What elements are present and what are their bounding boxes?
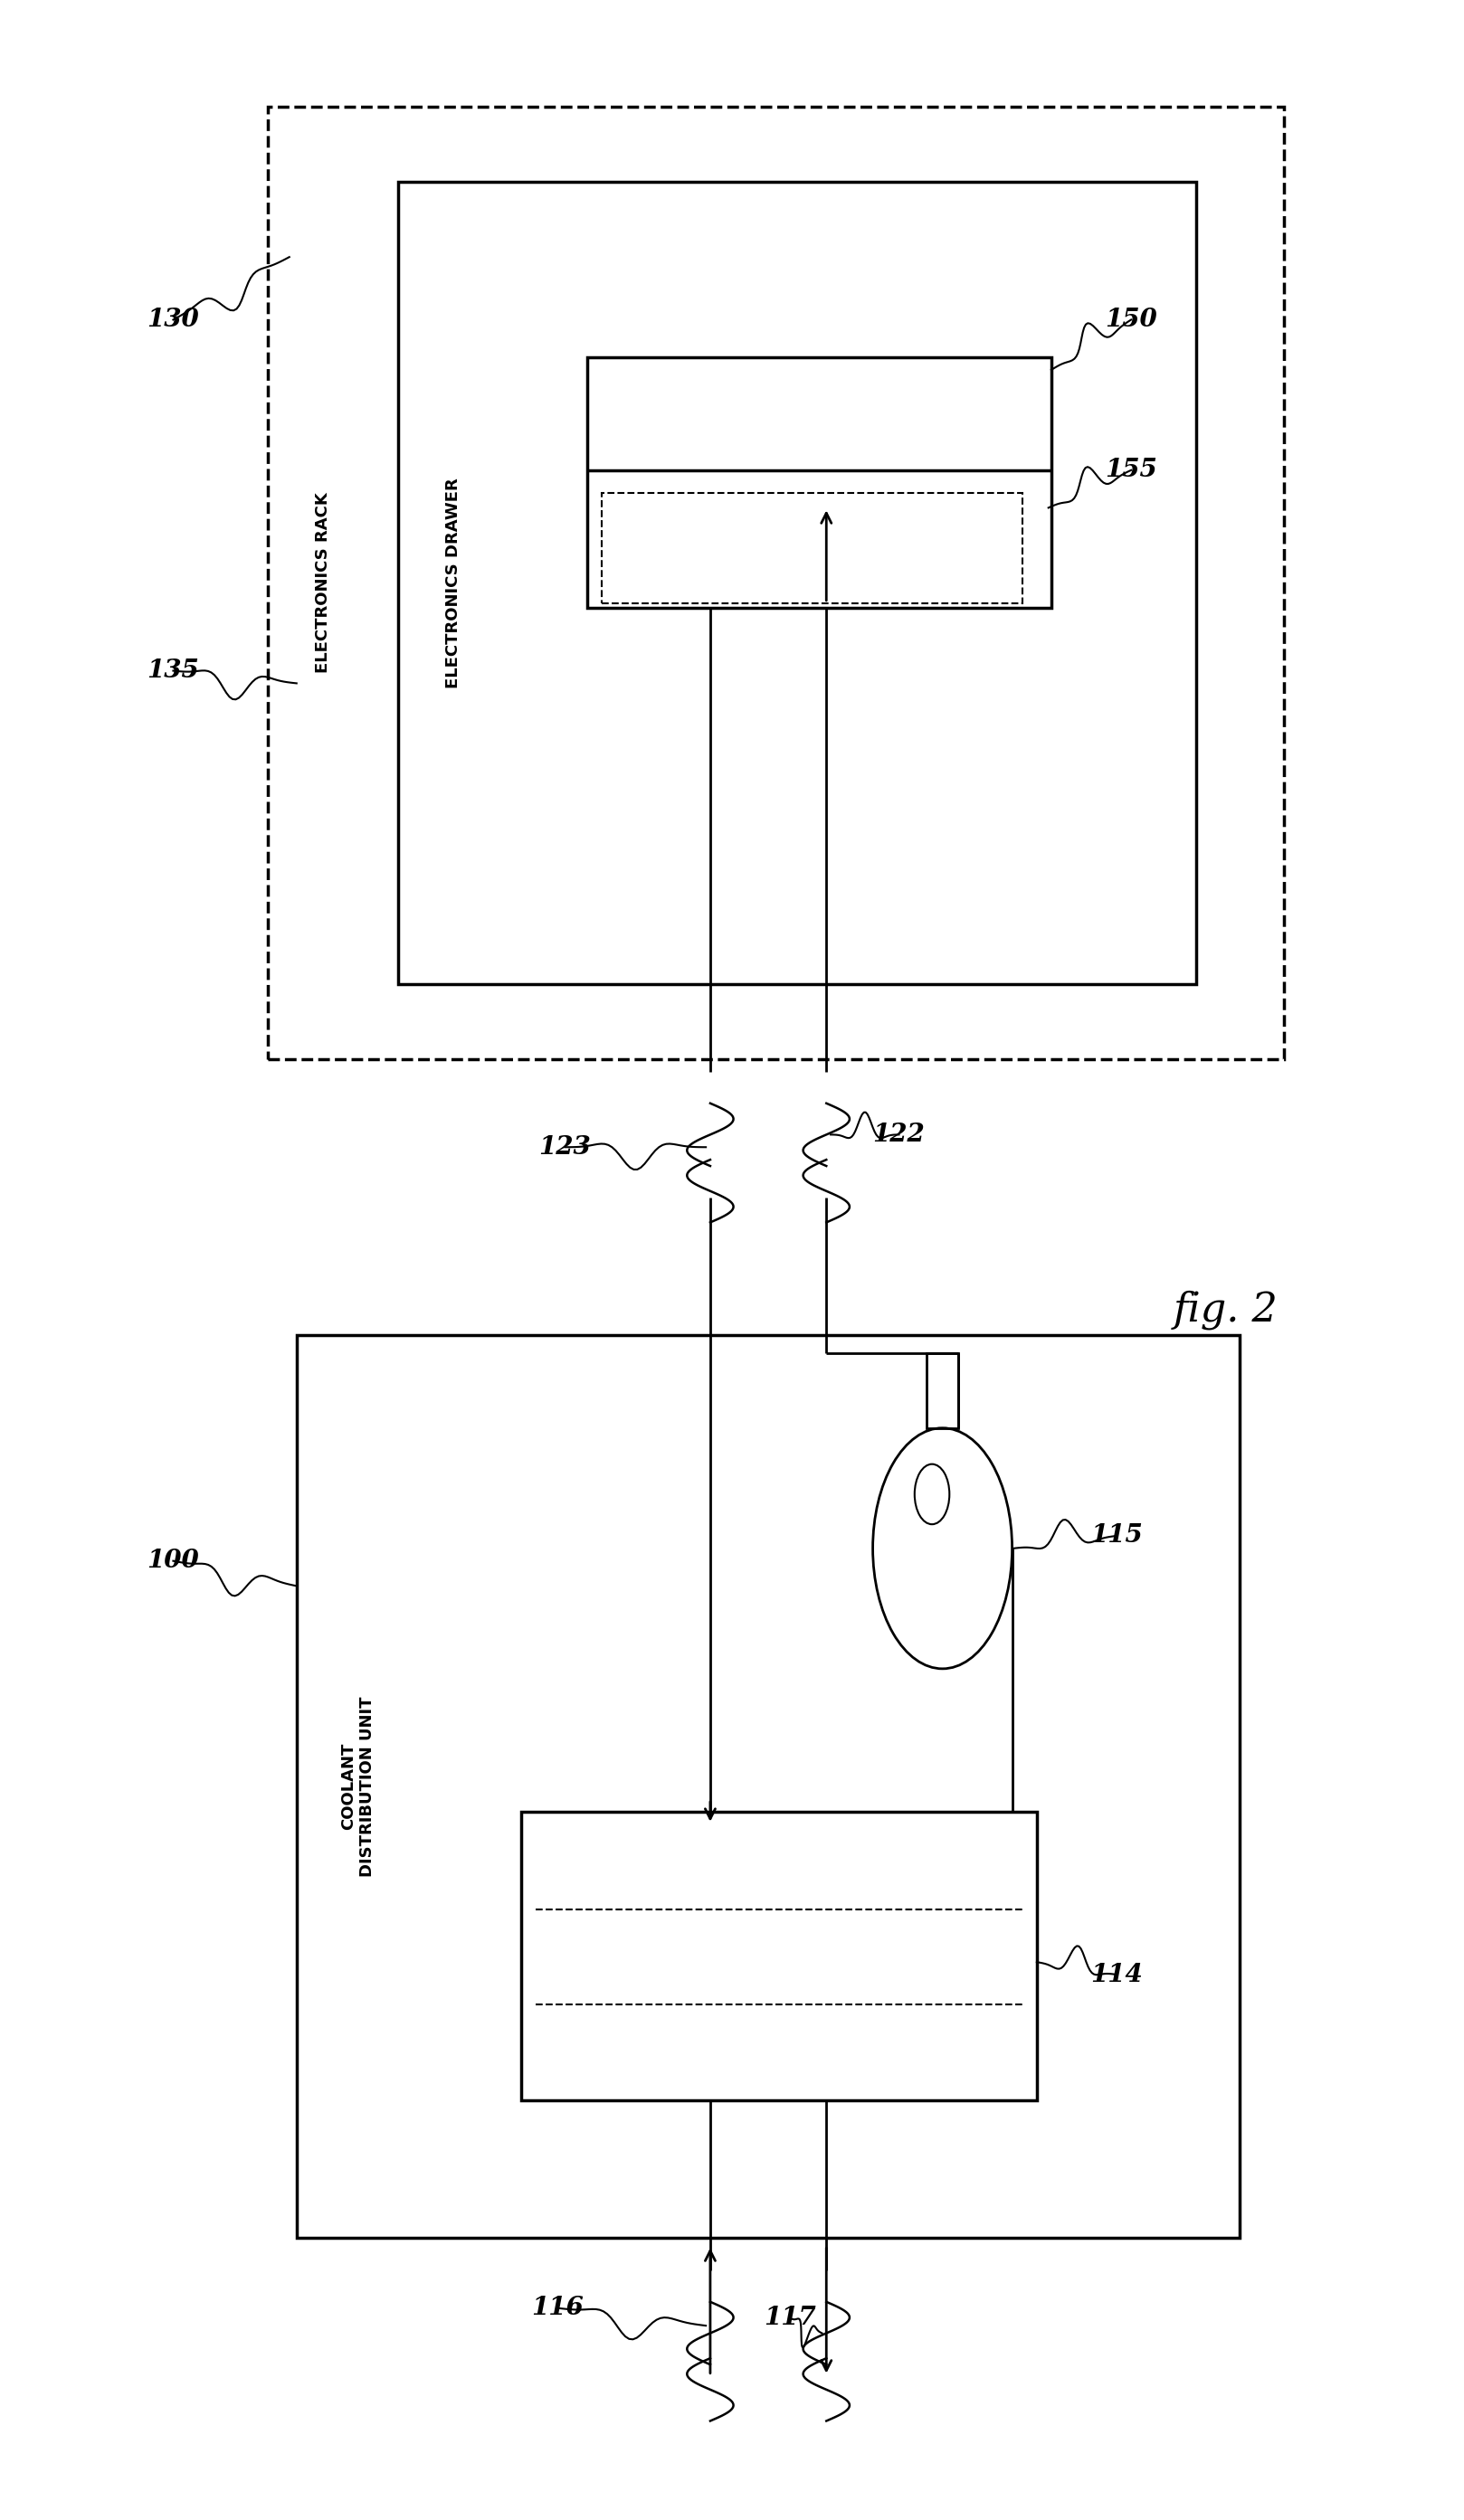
Bar bbox=[602, 494, 1022, 602]
Text: 130: 130 bbox=[146, 307, 199, 333]
Bar bbox=[587, 358, 1051, 607]
Text: 114: 114 bbox=[1091, 1963, 1143, 1986]
Text: 100: 100 bbox=[146, 1550, 199, 1572]
Text: 116: 116 bbox=[531, 2296, 584, 2321]
Text: 117: 117 bbox=[764, 2306, 817, 2331]
Text: fig. 2: fig. 2 bbox=[1173, 1290, 1278, 1331]
Text: 122: 122 bbox=[873, 1121, 925, 1147]
Text: COOLANT
DISTRIBUTION UNIT: COOLANT DISTRIBUTION UNIT bbox=[340, 1696, 375, 1877]
Text: ELECTRONICS DRAWER: ELECTRONICS DRAWER bbox=[445, 479, 461, 688]
Bar bbox=[521, 1812, 1037, 2099]
Text: 155: 155 bbox=[1105, 459, 1157, 481]
Text: 135: 135 bbox=[146, 658, 199, 683]
Bar bbox=[398, 181, 1196, 985]
Bar bbox=[927, 1353, 959, 1429]
Text: ELECTRONICS RACK: ELECTRONICS RACK bbox=[315, 491, 331, 673]
Text: 115: 115 bbox=[1091, 1525, 1143, 1547]
Text: 150: 150 bbox=[1105, 307, 1157, 333]
Bar bbox=[297, 1336, 1240, 2238]
Bar bbox=[268, 106, 1284, 1058]
Text: 123: 123 bbox=[539, 1134, 591, 1159]
